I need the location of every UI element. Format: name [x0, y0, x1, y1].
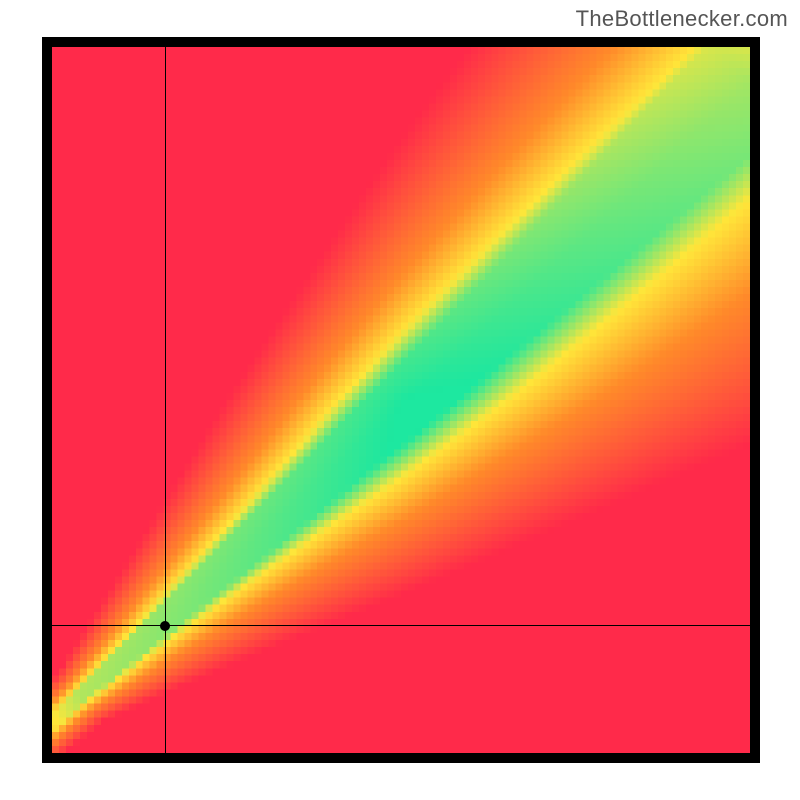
bottleneck-heatmap [52, 47, 750, 753]
watermark-text: TheBottlenecker.com [576, 6, 788, 32]
